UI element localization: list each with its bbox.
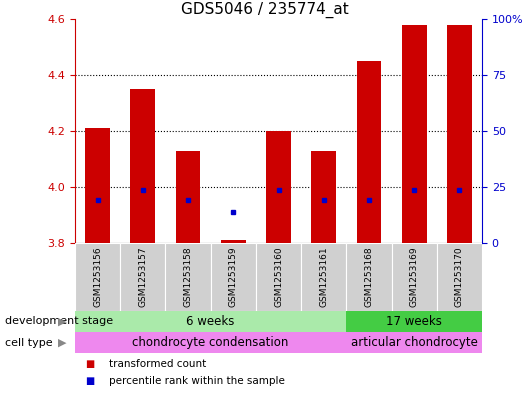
Text: GSM1253161: GSM1253161 — [319, 247, 328, 307]
Text: 6 weeks: 6 weeks — [187, 315, 235, 328]
Text: percentile rank within the sample: percentile rank within the sample — [110, 376, 285, 386]
Text: development stage: development stage — [5, 316, 113, 327]
Bar — [130, 89, 155, 243]
Bar — [346, 311, 482, 332]
Text: GSM1253170: GSM1253170 — [455, 247, 464, 307]
Text: GSM1253169: GSM1253169 — [410, 247, 419, 307]
Bar — [75, 332, 346, 353]
Text: ▶: ▶ — [57, 316, 66, 327]
Bar — [402, 25, 427, 243]
Bar — [120, 243, 165, 311]
Bar — [221, 240, 246, 243]
Bar — [392, 243, 437, 311]
Text: GSM1253168: GSM1253168 — [365, 247, 374, 307]
Text: GSM1253160: GSM1253160 — [274, 247, 283, 307]
Bar — [346, 332, 482, 353]
Bar — [346, 243, 392, 311]
Text: GSM1253158: GSM1253158 — [183, 247, 192, 307]
Text: cell type: cell type — [5, 338, 53, 347]
Bar — [357, 61, 382, 243]
Text: GSM1253159: GSM1253159 — [229, 247, 238, 307]
Bar — [266, 131, 291, 243]
Bar — [447, 25, 472, 243]
Bar — [437, 243, 482, 311]
Bar — [165, 243, 210, 311]
Text: transformed count: transformed count — [110, 359, 207, 369]
Text: chondrocyte condensation: chondrocyte condensation — [132, 336, 289, 349]
Bar — [175, 151, 200, 243]
Bar — [301, 243, 346, 311]
Bar — [85, 128, 110, 243]
Text: ■: ■ — [86, 376, 95, 386]
Bar — [311, 151, 336, 243]
Text: ▶: ▶ — [57, 338, 66, 347]
Text: articular chondrocyte: articular chondrocyte — [351, 336, 478, 349]
Text: GDS5046 / 235774_at: GDS5046 / 235774_at — [181, 2, 349, 18]
Text: GSM1253156: GSM1253156 — [93, 247, 102, 307]
Text: ■: ■ — [86, 359, 95, 369]
Text: GSM1253157: GSM1253157 — [138, 247, 147, 307]
Bar — [256, 243, 301, 311]
Text: 17 weeks: 17 weeks — [386, 315, 442, 328]
Bar — [75, 243, 120, 311]
Bar — [210, 243, 256, 311]
Bar — [75, 311, 346, 332]
